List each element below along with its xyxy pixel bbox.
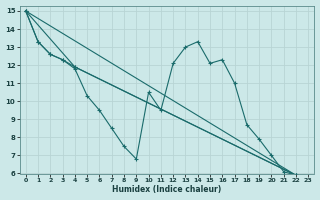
X-axis label: Humidex (Indice chaleur): Humidex (Indice chaleur): [112, 185, 222, 194]
